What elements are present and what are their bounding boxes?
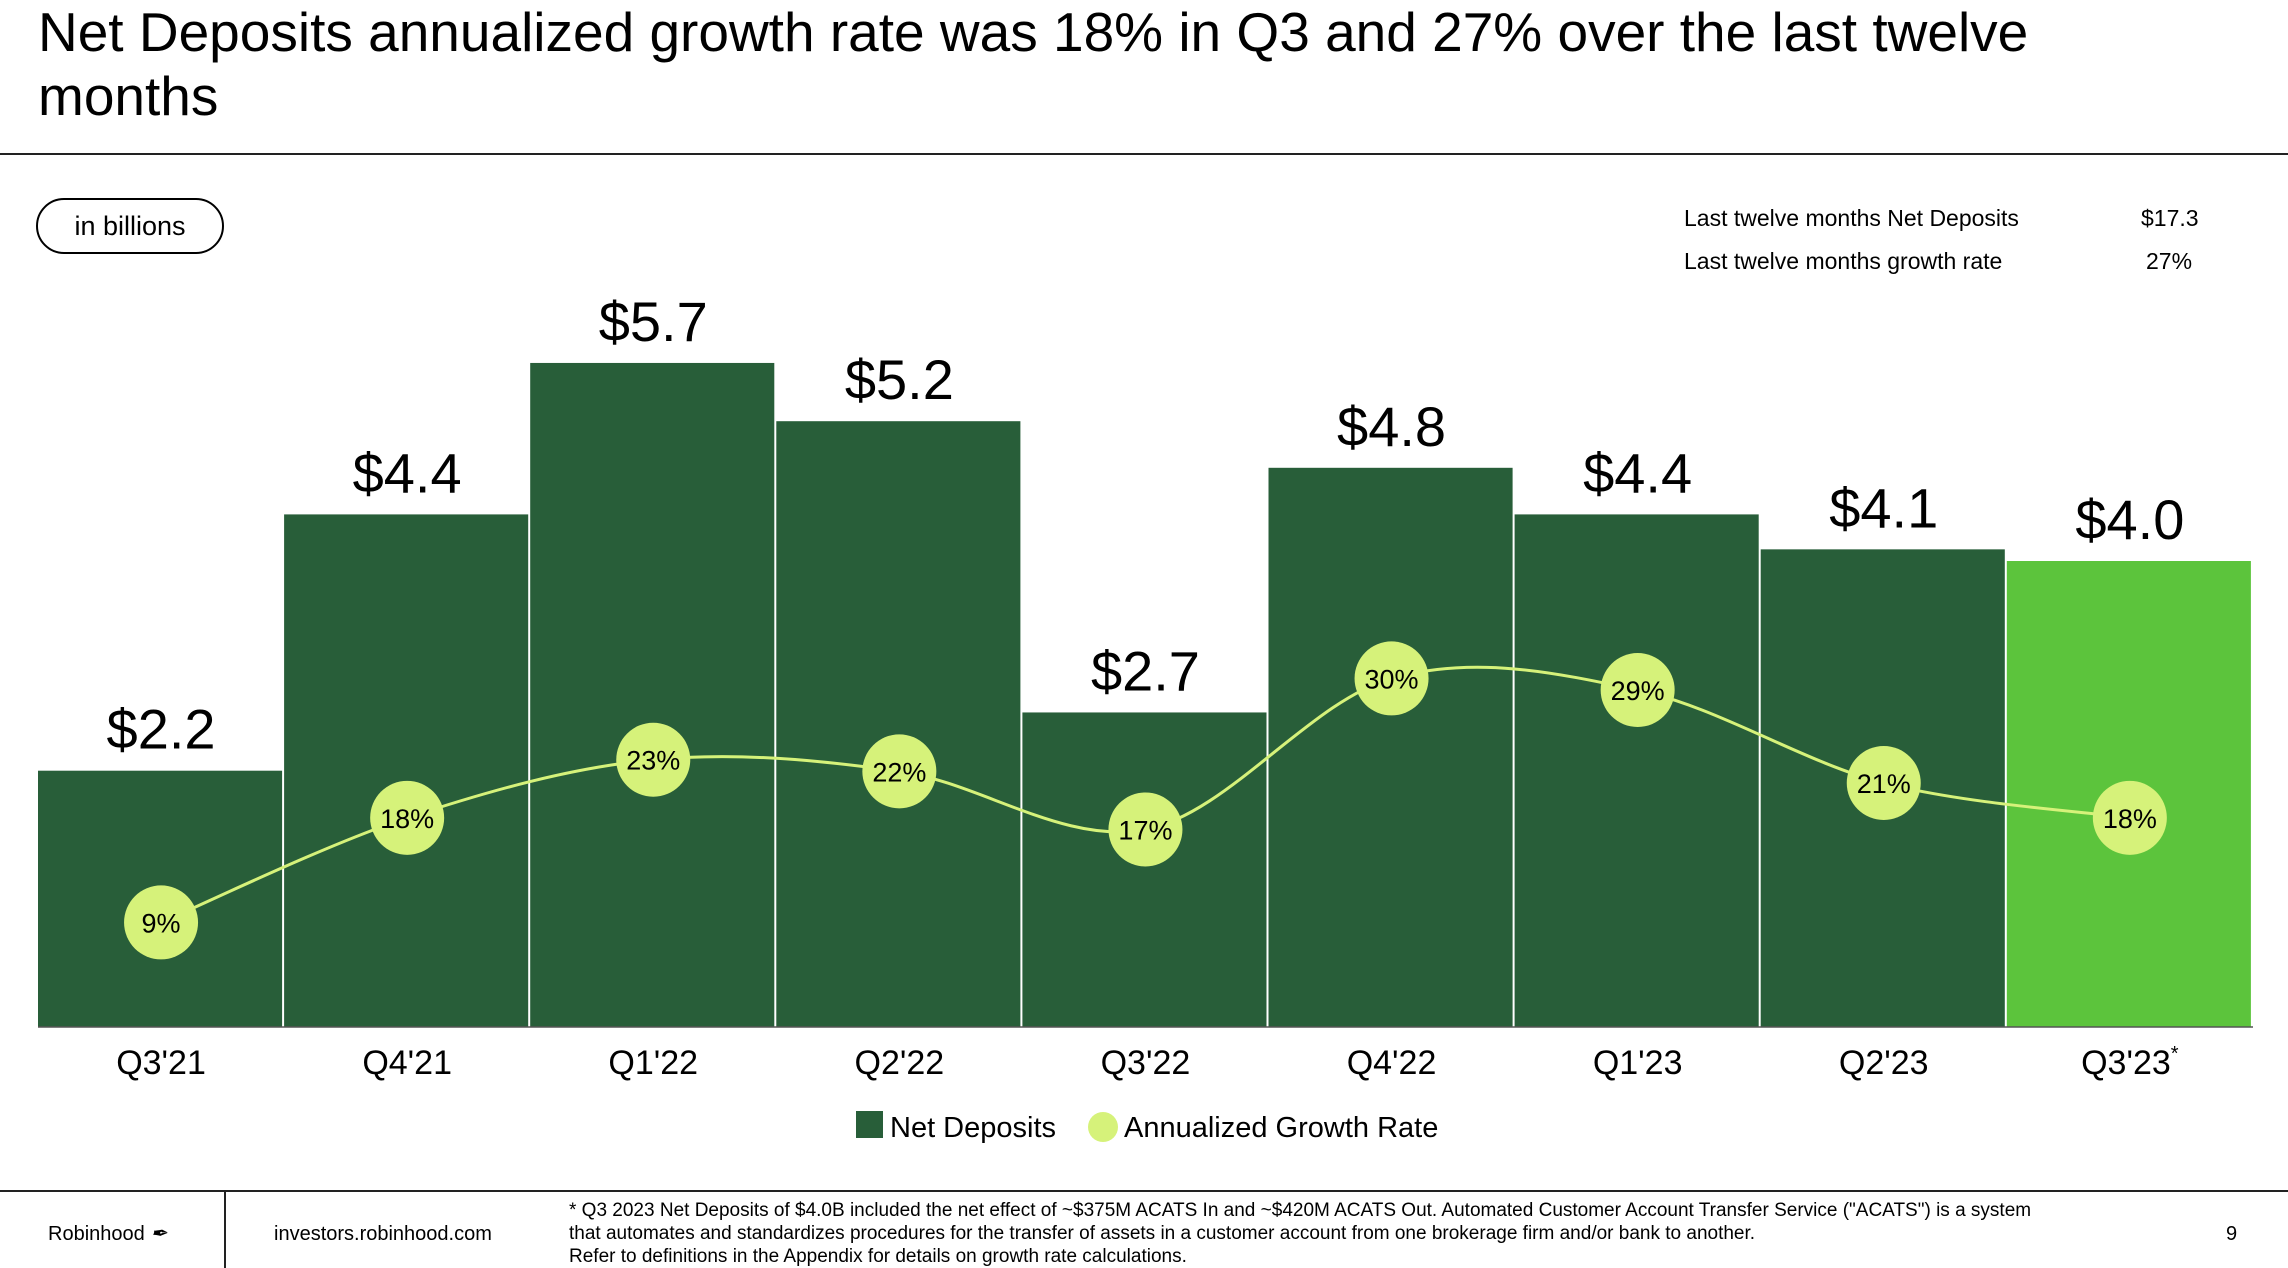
growth-rate-marker [1108, 792, 1183, 867]
footer-divider [0, 1190, 2288, 1192]
bar-value-label: $4.1 [1829, 476, 1938, 539]
bar-value-label: $4.8 [1337, 395, 1446, 458]
legend-growth-rate-swatch [1088, 1112, 1118, 1142]
feather-icon: ✒ [150, 1223, 168, 1245]
bar-3 [776, 421, 1021, 1027]
category-label: Q1'22 [608, 1044, 698, 1082]
stat-ltm-growth-value: 27% [2146, 248, 2193, 274]
bar-2 [530, 362, 775, 1027]
growth-rate-label: 21% [1857, 769, 1911, 799]
category-label: Q2'22 [855, 1044, 945, 1082]
bar-value-label: $4.4 [353, 441, 462, 504]
title-divider [0, 153, 2288, 155]
category-label: Q3'23* [2081, 1043, 2179, 1082]
growth-rate-label: 18% [380, 804, 434, 834]
net-deposits-chart: $2.2 Q3'21 $4.4 Q4'21 $5.7 Q1'22 $5.2 Q2'22 $2.7… [38, 290, 2253, 1144]
growth-rate-marker [1600, 653, 1675, 728]
bar-1 [284, 514, 529, 1027]
growth-rate-label: 30% [1365, 664, 1419, 694]
category-label: Q4'21 [362, 1044, 452, 1082]
unit-badge: in billions [36, 198, 224, 254]
bar-value-label: $5.7 [599, 290, 708, 353]
bar-value-label: $5.2 [845, 348, 954, 411]
robinhood-logo: Robinhood ✒ [48, 1223, 168, 1245]
category-label: Q3'22 [1101, 1044, 1191, 1082]
stat-ltm-growth-label: Last twelve months growth rate [1684, 248, 2003, 274]
category-label: Q2'23 [1839, 1044, 1929, 1082]
growth-rate-label: 9% [142, 908, 181, 938]
growth-rate-marker [2092, 780, 2167, 855]
footnote-line-2: that automates and standardizes procedur… [569, 1223, 1756, 1244]
growth-rate-label: 22% [872, 757, 926, 787]
growth-rate-marker [1354, 641, 1429, 716]
footer-vertical-divider [224, 1191, 226, 1268]
growth-rate-marker [616, 722, 691, 797]
growth-rate-marker [370, 780, 445, 855]
category-label: Q3'21 [116, 1044, 206, 1082]
stat-ltm-deposits-value: $17.3 [2141, 205, 2199, 231]
bar-value-label: $2.7 [1091, 639, 1200, 702]
footer-url[interactable]: investors.robinhood.com [274, 1223, 492, 1245]
bar-5 [1268, 467, 1513, 1027]
growth-rate-label: 17% [1118, 815, 1172, 845]
growth-rate-marker [1846, 745, 1921, 820]
bar-6 [1514, 514, 1759, 1027]
legend-net-deposits-label: Net Deposits [890, 1112, 1056, 1144]
legend-net-deposits-swatch [856, 1111, 883, 1138]
page-number: 9 [2226, 1223, 2238, 1245]
growth-rate-marker [124, 885, 199, 960]
footnote-line-1: * Q3 2023 Net Deposits of $4.0B included… [569, 1200, 2032, 1221]
category-label: Q1'23 [1593, 1044, 1683, 1082]
stat-ltm-deposits-label: Last twelve months Net Deposits [1684, 205, 2019, 231]
footnote-line-3: Refer to definitions in the Appendix for… [569, 1246, 1187, 1267]
growth-rate-label: 29% [1611, 676, 1665, 706]
bar-value-label: $2.2 [107, 698, 216, 761]
growth-rate-marker [862, 734, 937, 809]
bar-4 [1022, 712, 1267, 1027]
growth-rate-label: 18% [2103, 804, 2157, 834]
legend-growth-rate-label: Annualized Growth Rate [1124, 1112, 1438, 1144]
bar-value-label: $4.0 [2075, 488, 2184, 551]
bar-value-label: $4.4 [1583, 441, 1692, 504]
growth-rate-label: 23% [626, 746, 680, 776]
category-label: Q4'22 [1347, 1044, 1437, 1082]
page-title: Net Deposits annualized growth rate was … [38, 1, 2029, 127]
